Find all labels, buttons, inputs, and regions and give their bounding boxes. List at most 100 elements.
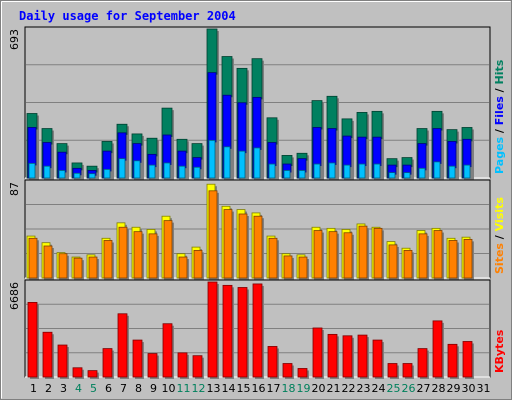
bar-sites-3 — [58, 253, 68, 279]
legend-entry-top: Pages — [493, 133, 506, 174]
bar-sites-16 — [253, 215, 263, 279]
bar-kbytes-21 — [327, 333, 338, 378]
bar-kbytes-29 — [447, 343, 458, 378]
bar-pages-27 — [418, 167, 426, 179]
bar-sites-9 — [148, 233, 158, 279]
bar-pages-24 — [373, 163, 381, 179]
bar-sites-13 — [208, 190, 218, 279]
bar-kbytes-3 — [57, 344, 68, 378]
bar-pages-28 — [433, 161, 441, 179]
bar-sites-21 — [328, 231, 338, 279]
bar-pages-9 — [148, 164, 156, 179]
bar-sites-29 — [448, 240, 458, 279]
bar-pages-30 — [463, 164, 471, 179]
bar-pages-16 — [253, 147, 261, 179]
bar-kbytes-28 — [432, 320, 443, 378]
legend-middle: Sites / Visits — [493, 197, 506, 274]
legend-entry-top: / — [493, 125, 506, 133]
bar-pages-1 — [28, 162, 36, 179]
bar-pages-12 — [193, 166, 201, 179]
bar-sites-4 — [73, 257, 83, 279]
bar-kbytes-11 — [177, 352, 188, 378]
bar-kbytes-6 — [102, 348, 113, 378]
bar-pages-29 — [448, 165, 456, 179]
x-tick-label: 6 — [105, 382, 112, 395]
bar-pages-8 — [133, 160, 141, 179]
bar-sites-22 — [343, 232, 353, 279]
bar-pages-20 — [313, 163, 321, 179]
bar-kbytes-30 — [462, 341, 473, 378]
bar-kbytes-15 — [237, 287, 248, 378]
bar-kbytes-1 — [27, 302, 38, 378]
bar-kbytes-24 — [372, 339, 383, 378]
legend-entry-middle: Sites — [493, 239, 506, 274]
x-tick-label: 19 — [297, 382, 311, 395]
bar-pages-6 — [103, 168, 111, 179]
bar-pages-11 — [178, 165, 186, 179]
x-tick-label: 22 — [342, 382, 356, 395]
x-tick-label: 25 — [387, 382, 401, 395]
panel-top: 693 Pages / Files / Hits — [8, 26, 506, 181]
x-tick-label: 2 — [45, 382, 52, 395]
y-max-label-middle: 87 — [8, 182, 21, 196]
x-tick-label: 9 — [150, 382, 157, 395]
x-tick-label: 21 — [327, 382, 341, 395]
x-tick-label: 1 — [30, 382, 37, 395]
x-tick-label: 12 — [192, 382, 206, 395]
bar-pages-19 — [298, 170, 306, 179]
bar-sites-23 — [358, 225, 368, 279]
bar-kbytes-14 — [222, 284, 233, 378]
x-tick-label: 27 — [417, 382, 431, 395]
y-max-label-bottom: 6686 — [8, 282, 21, 310]
bar-sites-26 — [403, 250, 413, 279]
bar-sites-7 — [118, 226, 128, 279]
legend-bottom: KBytes — [493, 329, 506, 373]
bar-kbytes-23 — [357, 334, 368, 378]
bar-kbytes-2 — [42, 331, 53, 378]
bar-pages-23 — [358, 163, 366, 179]
bar-kbytes-13 — [207, 281, 218, 378]
legend-entry-top: / — [493, 84, 506, 92]
x-tick-label: 7 — [120, 382, 127, 395]
bar-pages-17 — [268, 163, 276, 179]
bar-kbytes-25 — [387, 363, 398, 378]
x-tick-label: 20 — [312, 382, 326, 395]
bar-kbytes-4 — [72, 367, 83, 378]
bar-kbytes-16 — [252, 283, 263, 378]
y-max-label-top: 693 — [8, 29, 21, 50]
bar-pages-26 — [403, 172, 411, 179]
bar-kbytes-5 — [87, 370, 98, 378]
x-tick-label: 17 — [267, 382, 281, 395]
bar-kbytes-27 — [417, 348, 428, 378]
bar-sites-5 — [88, 256, 98, 279]
bar-kbytes-22 — [342, 335, 353, 378]
x-tick-label: 13 — [207, 382, 221, 395]
legend-top: Pages / Files / Hits — [493, 59, 506, 174]
bar-kbytes-10 — [162, 323, 173, 378]
bar-sites-10 — [163, 220, 173, 279]
x-tick-label: 4 — [75, 382, 82, 395]
bar-kbytes-12 — [192, 355, 203, 378]
legend-entry-top: Hits — [493, 59, 506, 84]
bar-pages-21 — [328, 162, 336, 179]
x-tick-label: 10 — [162, 382, 176, 395]
x-tick-label: 14 — [222, 382, 236, 395]
bar-pages-10 — [163, 162, 171, 179]
bar-kbytes-9 — [147, 353, 158, 378]
bar-sites-2 — [43, 245, 53, 279]
panel-middle: 87 Sites / Visits — [8, 179, 506, 280]
bar-pages-15 — [238, 150, 246, 179]
bar-sites-25 — [388, 244, 398, 279]
bar-sites-14 — [223, 209, 233, 279]
chart-title: Daily usage for September 2004 — [19, 9, 236, 23]
x-tick-label: 28 — [432, 382, 446, 395]
x-axis-labels: 1 2 3 4 5 6 7 8 9 10 11 12 13 14 15 16 17 18 19 20 21 22 23 24 2… — [30, 382, 491, 395]
bar-sites-17 — [268, 237, 278, 279]
legend-entry-bottom: KBytes — [493, 329, 506, 373]
bar-sites-8 — [133, 231, 143, 279]
bar-pages-18 — [283, 170, 291, 179]
x-tick-label: 8 — [135, 382, 142, 395]
bar-kbytes-26 — [402, 363, 413, 378]
x-tick-label: 11 — [177, 382, 191, 395]
